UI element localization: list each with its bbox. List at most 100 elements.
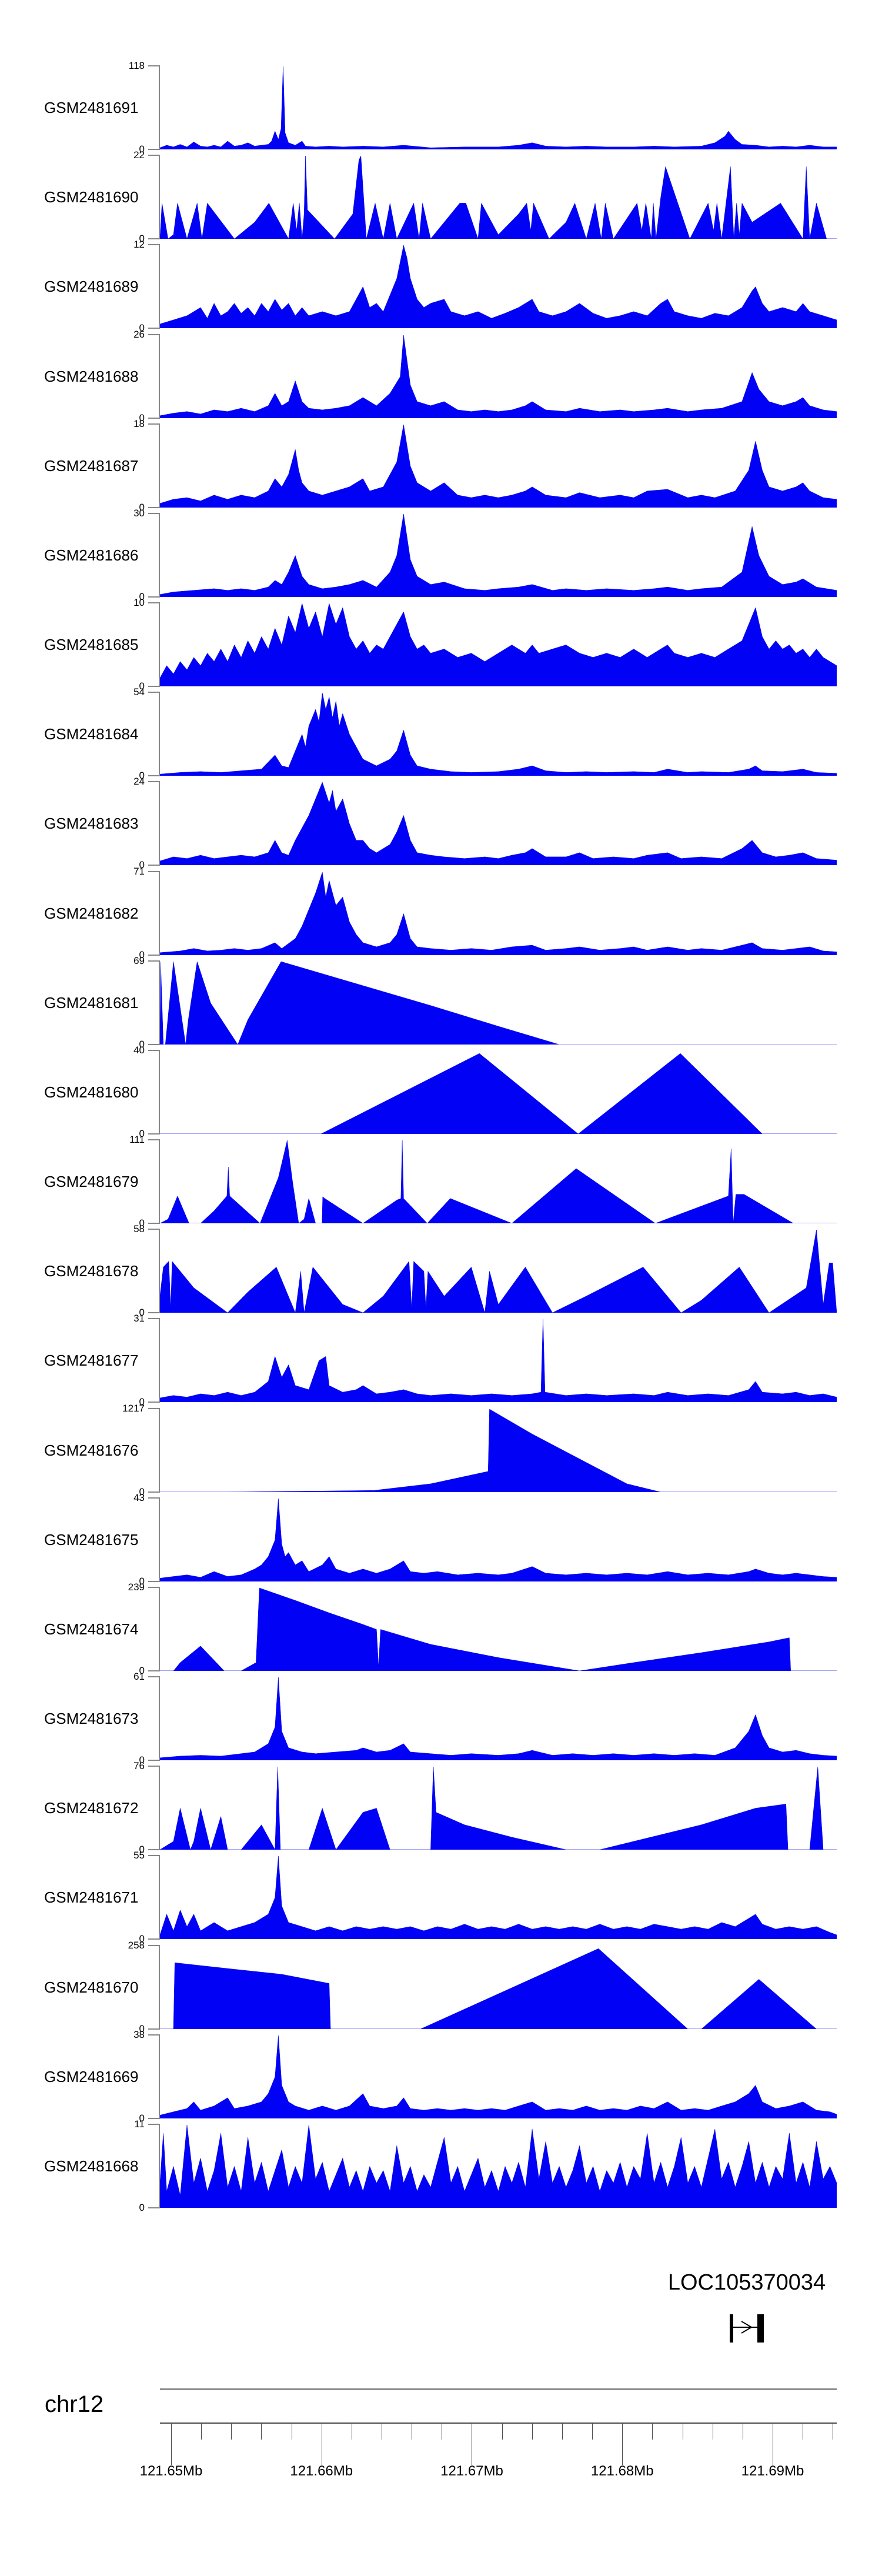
y-axis-max-label: 31 — [133, 1313, 145, 1324]
y-axis-tick — [148, 686, 159, 688]
axis-major-tick — [622, 2424, 623, 2465]
y-axis-zero-label: 0 — [139, 770, 145, 782]
y-axis-max-label: 24 — [133, 776, 145, 788]
y-axis-tick — [148, 1580, 159, 1582]
signal-area — [160, 1140, 837, 1224]
track-label: GSM2481681 — [44, 993, 139, 1012]
y-axis-tick — [148, 506, 159, 508]
track-label: GSM2481668 — [44, 2157, 139, 2175]
y-axis-tick — [148, 1223, 159, 1224]
y-axis-tick — [148, 2117, 159, 2119]
track-label: GSM2481677 — [44, 1352, 139, 1370]
y-axis-line — [159, 1407, 160, 1493]
y-axis-tick — [148, 1855, 159, 1857]
y-axis-line — [159, 1049, 160, 1134]
y-axis-tick — [148, 1760, 159, 1761]
genome-axis-line — [160, 2422, 837, 2424]
axis-tick-label: 121.65Mb — [139, 2463, 203, 2479]
y-axis-zero-label: 0 — [139, 949, 145, 960]
signal-area — [160, 1948, 837, 2029]
signal-area — [160, 2124, 837, 2208]
y-axis-tick — [148, 692, 159, 693]
y-axis-max-label: 71 — [133, 865, 145, 877]
y-axis-max-label: 22 — [133, 149, 145, 161]
axis-tick-label: 121.69Mb — [741, 2463, 804, 2479]
y-axis-line — [159, 1766, 160, 1851]
track-GSM2481689: GSM2481689 12 0 — [0, 239, 882, 333]
y-axis-tick — [148, 328, 159, 329]
track-label: GSM2481688 — [44, 367, 139, 385]
y-axis-max-label: 111 — [129, 1134, 145, 1146]
y-axis-zero-label: 0 — [139, 1038, 145, 1050]
y-axis-line — [159, 1139, 160, 1224]
track-GSM2481677: GSM2481677 31 0 — [0, 1313, 882, 1407]
track-label: GSM2481690 — [44, 188, 139, 206]
y-axis-line — [159, 244, 160, 329]
y-axis-tick — [148, 1497, 159, 1499]
y-axis-tick — [148, 2034, 159, 2036]
y-axis-tick — [148, 1944, 159, 1946]
y-axis-tick — [148, 149, 159, 150]
track-GSM2481681: GSM2481681 69 0 — [0, 955, 882, 1050]
y-axis-tick — [148, 960, 159, 962]
chromosome-line — [160, 2388, 837, 2390]
y-axis-line — [159, 512, 160, 598]
y-axis-line — [159, 2123, 160, 2208]
y-axis-tick — [148, 602, 159, 604]
y-axis-line — [159, 333, 160, 419]
axis-tick-label: 121.66Mb — [290, 2463, 353, 2479]
track-GSM2481682: GSM2481682 71 0 — [0, 866, 882, 960]
track-GSM2481687: GSM2481687 18 0 — [0, 418, 882, 513]
y-axis-zero-label: 0 — [139, 1217, 145, 1229]
y-axis-max-label: 26 — [133, 328, 145, 340]
track-label: GSM2481674 — [44, 1620, 139, 1638]
y-axis-tick — [148, 423, 159, 425]
y-axis-zero-label: 0 — [139, 1486, 145, 1497]
axis-tick-label: 121.68Mb — [590, 2463, 654, 2479]
y-axis-line — [159, 155, 160, 240]
track-label: GSM2481670 — [44, 1978, 139, 1996]
y-axis-zero-label: 0 — [139, 590, 145, 602]
y-axis-zero-label: 0 — [139, 1933, 145, 1945]
signal-area — [160, 693, 837, 776]
signal-area — [160, 424, 837, 508]
gene-exon-thick — [757, 2314, 764, 2343]
y-axis-line — [159, 870, 160, 956]
y-axis-line — [159, 602, 160, 688]
track-GSM2481676: GSM2481676 1217 0 — [0, 1403, 882, 1497]
y-axis-line — [159, 1855, 160, 1940]
y-axis-tick — [148, 954, 159, 956]
y-axis-line — [159, 1676, 160, 1761]
y-axis-max-label: 12 — [133, 239, 145, 251]
signal-area — [160, 603, 837, 687]
y-axis-line — [159, 781, 160, 866]
y-axis-tick — [148, 1229, 159, 1230]
y-axis-tick — [148, 1133, 159, 1134]
y-axis-tick — [148, 1043, 159, 1045]
signal-area — [160, 1409, 837, 1492]
signal-area — [160, 1498, 837, 1581]
y-axis-tick — [148, 512, 159, 514]
y-axis-zero-label: 0 — [139, 680, 145, 692]
signal-area — [160, 872, 837, 955]
y-axis-max-label: 30 — [133, 507, 145, 519]
signal-area — [160, 335, 837, 418]
track-GSM2481675: GSM2481675 43 0 — [0, 1492, 882, 1587]
track-GSM2481678: GSM2481678 58 0 — [0, 1223, 882, 1318]
y-axis-zero-label: 0 — [139, 859, 145, 871]
track-GSM2481669: GSM2481669 38 0 — [0, 2029, 882, 2124]
y-axis-tick — [148, 2028, 159, 2030]
gene-exon-thin — [730, 2314, 733, 2343]
y-axis-tick — [148, 865, 159, 866]
y-axis-line — [159, 1586, 160, 1671]
track-GSM2481683: GSM2481683 24 0 — [0, 776, 882, 870]
track-label: GSM2481679 — [44, 1173, 139, 1191]
signal-area — [160, 155, 837, 239]
track-GSM2481671: GSM2481671 55 0 — [0, 1850, 882, 1944]
strand-arrow-icon — [741, 2321, 753, 2334]
gene-intron-line — [733, 2327, 757, 2328]
y-axis-tick — [148, 417, 159, 419]
y-axis-max-label: 43 — [133, 1491, 145, 1503]
track-label: GSM2481689 — [44, 278, 139, 296]
